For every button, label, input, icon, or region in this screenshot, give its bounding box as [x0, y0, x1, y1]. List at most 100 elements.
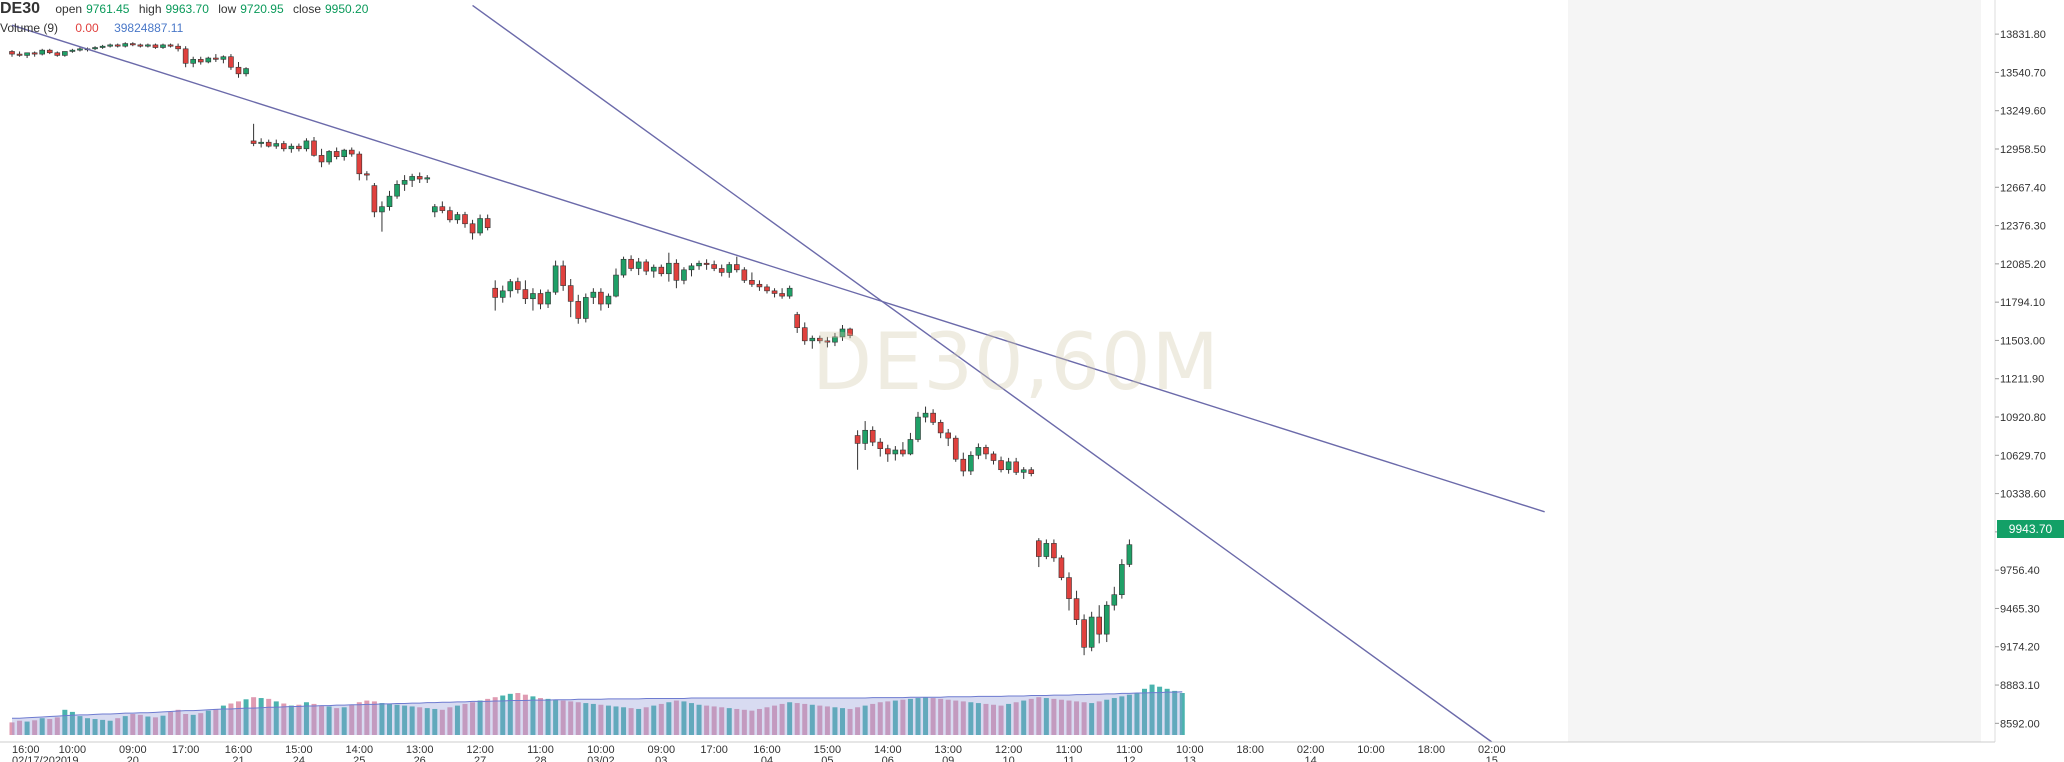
volume-bar: [77, 716, 83, 735]
date-tick-label: 12: [1123, 755, 1135, 762]
volume-bar: [190, 714, 196, 735]
price-tick-label: 10338.60: [2000, 489, 2046, 501]
candle-body: [160, 44, 166, 48]
volume-bar: [168, 711, 174, 735]
volume-bar: [1043, 698, 1049, 735]
candle-body: [492, 287, 499, 298]
time-tick-label: 16:00: [225, 744, 253, 756]
candle-body: [39, 49, 46, 55]
candle-body: [1005, 461, 1012, 471]
candle-body: [794, 314, 801, 328]
candle-body: [786, 287, 793, 297]
candle-body: [673, 262, 680, 281]
high-label: high: [138, 2, 162, 16]
candle-body: [394, 184, 400, 197]
volume-bar: [960, 701, 966, 735]
candle-body: [1051, 543, 1057, 559]
price-axis[interactable]: 13831.80 13540.70 13249.60 12958.50 12667.40…: [1994, 0, 2046, 742]
volume-bar: [802, 703, 808, 735]
candle-body: [741, 269, 748, 281]
volume-bar: [1006, 703, 1012, 735]
price-tick-label: 12667.40: [2000, 182, 2046, 194]
volume-bar: [1126, 694, 1132, 735]
volume-bar: [560, 700, 566, 735]
candle-body: [145, 44, 151, 47]
candle-body: [379, 206, 385, 213]
candle-body: [24, 52, 30, 56]
volume-bar: [402, 705, 408, 735]
volume-bar: [145, 716, 151, 735]
time-tick-label: 12:00: [466, 744, 494, 756]
candle-body: [945, 432, 952, 439]
volume-bar: [183, 714, 189, 735]
time-tick-label: 14:00: [874, 744, 902, 756]
candle-body: [1066, 577, 1072, 599]
candle-body: [975, 447, 982, 456]
volume-bar: [319, 705, 325, 735]
volume-bar: [387, 703, 392, 735]
price-tick-label: 11503.00: [2000, 335, 2045, 347]
candle-body: [31, 52, 38, 55]
volume-bar: [470, 702, 476, 735]
volume-bar: [236, 701, 241, 735]
volume-bar: [643, 707, 649, 735]
volume-bar: [417, 707, 423, 735]
candle-body: [424, 177, 431, 180]
candle-body: [356, 153, 363, 175]
volume-label: Volume (9): [0, 21, 59, 35]
price-tick-label: 9756.40: [2000, 565, 2040, 577]
open-label: open: [55, 2, 83, 16]
volume-bar: [447, 707, 453, 735]
volume-bar: [341, 707, 347, 735]
volume-bar: [54, 717, 60, 735]
candle-body: [862, 429, 868, 444]
trend-lines[interactable]: [11, 4, 1545, 743]
volume-bar: [251, 697, 257, 735]
volume-bar: [1051, 698, 1057, 735]
volume-bar: [998, 705, 1004, 735]
volume-bar: [658, 703, 664, 735]
candle-body: [205, 57, 212, 63]
price-tick-label: 11794.10: [2000, 297, 2045, 309]
date-tick-label: 28: [534, 755, 546, 762]
volume-bar: [711, 706, 717, 735]
volume-bar: [175, 709, 181, 735]
open-value: 9761.45: [86, 2, 130, 16]
candle-body: [447, 210, 453, 221]
candles: [9, 42, 1133, 656]
candle-body: [817, 337, 823, 342]
date-tick-label: 19: [66, 755, 78, 762]
candle-body: [1126, 544, 1133, 565]
time-tick-label: 02:00: [1478, 744, 1506, 756]
volume-bar: [281, 703, 287, 735]
candle-body: [431, 206, 438, 213]
volume-bar: [938, 698, 944, 735]
volume-bar: [439, 709, 445, 735]
volume-bar: [779, 703, 785, 735]
volume-bar: [907, 698, 913, 735]
volume-bar: [870, 703, 876, 735]
volume-bar: [394, 704, 400, 735]
volume-bar: [492, 697, 498, 735]
time-tick-label: 16:00: [12, 744, 40, 756]
candle-body: [1020, 469, 1027, 473]
candle-body: [598, 291, 604, 305]
candle-body: [484, 218, 491, 229]
high-value: 9963.70: [165, 2, 209, 16]
volume-bar: [817, 705, 823, 735]
date-tick-label: 13: [1184, 755, 1196, 762]
volume-bar: [915, 698, 921, 735]
time-tick-label: 18:00: [1236, 744, 1264, 756]
volume-bar: [85, 718, 90, 735]
candle-body: [907, 439, 914, 455]
candle-body: [250, 140, 257, 144]
date-tick-label: 03: [655, 755, 667, 762]
candle-body: [515, 281, 521, 290]
candle-body: [318, 155, 325, 163]
volume-bar: [590, 703, 596, 735]
volume-bar: [364, 700, 370, 735]
candle-body: [552, 265, 559, 293]
volume-bar: [92, 719, 98, 735]
